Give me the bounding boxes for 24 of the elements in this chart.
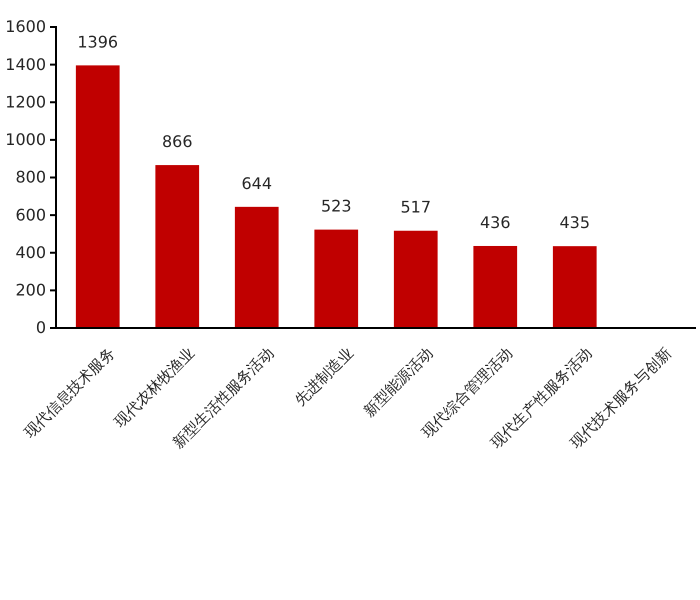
y-tick-label: 1000: [5, 130, 46, 149]
y-tick-label: 0: [36, 318, 46, 338]
y-tick-label: 600: [15, 205, 46, 224]
x-tick-label: 先进制造业: [291, 344, 357, 410]
y-tick-label: 1600: [5, 17, 46, 36]
data-label: 523: [320, 196, 352, 216]
data-label: 435: [559, 213, 590, 232]
bar: [552, 246, 597, 328]
y-tick-label: 1200: [5, 92, 46, 112]
y-tick-label: 1400: [5, 54, 46, 74]
bar: [394, 230, 438, 328]
y-tick-label: 200: [15, 280, 46, 300]
bar: [155, 165, 200, 328]
bar: [473, 246, 518, 328]
bar: [314, 230, 358, 328]
y-tick-label: 800: [15, 168, 46, 187]
data-label: 517: [400, 198, 432, 217]
bar: [76, 65, 120, 328]
bar: [234, 206, 279, 328]
data-label: 644: [241, 174, 272, 193]
y-tick-label: 400: [15, 242, 46, 262]
data-label: 436: [480, 212, 511, 232]
data-label: 1396: [77, 32, 118, 52]
data-label: 866: [162, 132, 193, 152]
